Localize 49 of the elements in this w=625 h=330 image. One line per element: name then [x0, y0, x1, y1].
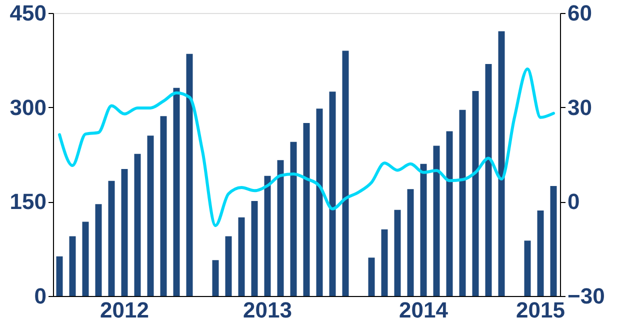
y2-tick-label: −30: [568, 284, 605, 308]
bar: [498, 31, 505, 296]
bar: [316, 108, 323, 296]
y-tick-label: 0: [34, 284, 46, 308]
bar: [381, 229, 388, 296]
bar: [56, 256, 63, 296]
y-tick-label: 450: [10, 0, 46, 26]
bar: [420, 164, 427, 296]
bar: [329, 92, 336, 296]
bar: [368, 258, 375, 296]
bar: [394, 210, 401, 296]
y-tick-label: 150: [10, 189, 46, 214]
y2-tick-label: 60: [568, 0, 592, 26]
bar: [134, 154, 141, 296]
bar: [238, 217, 245, 296]
x-tick-label: 2014: [399, 298, 449, 322]
bar: [95, 204, 102, 296]
bar: [537, 210, 544, 296]
bar: [160, 116, 167, 296]
bar: [446, 131, 453, 296]
bar: [550, 186, 557, 296]
bar: [264, 176, 271, 296]
bar: [173, 88, 180, 296]
y-tick-label: 300: [10, 94, 46, 120]
bar: [69, 236, 76, 296]
bar: [147, 136, 154, 296]
bar: [433, 146, 440, 296]
bar: [290, 142, 297, 296]
bar: [82, 222, 89, 296]
bar: [459, 110, 466, 296]
bar: [472, 90, 479, 296]
bar: [225, 236, 232, 296]
line-series: [58, 67, 555, 228]
bar: [121, 168, 128, 296]
y2-tick-label: 30: [568, 94, 592, 120]
bar: [186, 54, 193, 296]
x-tick-label: 2013: [243, 298, 292, 322]
bar: [108, 180, 115, 296]
bar: [524, 240, 531, 296]
y2-tick-label: 0: [568, 189, 580, 214]
bar: [277, 160, 284, 296]
x-tick-label: 2012: [100, 298, 149, 322]
bar: [342, 50, 349, 296]
bar: [407, 189, 414, 296]
bar: [251, 201, 258, 296]
x-tick-label: 2015: [516, 298, 565, 322]
bar: [303, 123, 310, 296]
bar: [212, 260, 219, 296]
bar: [485, 64, 492, 296]
